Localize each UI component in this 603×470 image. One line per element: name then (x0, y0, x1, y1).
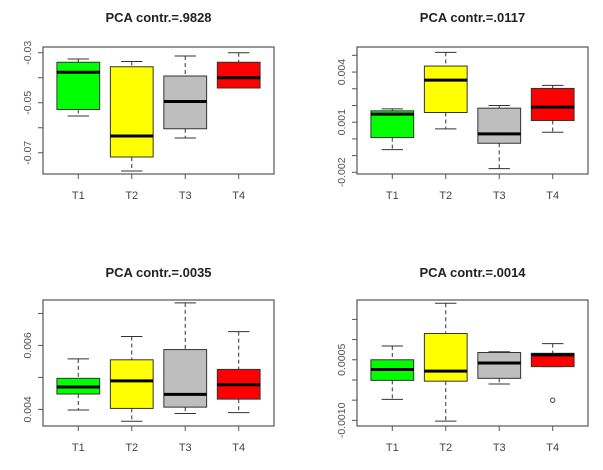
x-tick-label: T1 (386, 442, 399, 454)
x-tick-label: T3 (179, 190, 192, 202)
box-T3 (477, 104, 522, 170)
x-tick-label: T4 (232, 190, 245, 202)
panel-title: PCA contr.=.0035 (105, 265, 211, 280)
x-tick-label: T1 (72, 190, 85, 202)
x-tick-label: T1 (386, 190, 399, 202)
box-iqr (216, 61, 261, 89)
box-T1 (56, 58, 101, 117)
box-T4 (530, 343, 575, 403)
box-iqr (423, 65, 468, 114)
x-tick-label: T4 (232, 442, 245, 454)
y-tick-label: 0.001 (336, 109, 348, 135)
box-iqr (477, 107, 522, 144)
box-T2 (423, 302, 468, 422)
box-iqr (163, 349, 208, 408)
box-T1 (56, 358, 101, 411)
plot-frame (42, 46, 275, 175)
panel-title: PCA contr.=.9828 (105, 10, 211, 25)
box-iqr (56, 61, 101, 110)
panel-title: PCA contr.=.0117 (420, 10, 525, 25)
box-T2 (109, 335, 154, 422)
box-iqr (530, 87, 575, 122)
box-T3 (163, 302, 208, 415)
outlier-point (550, 397, 556, 403)
box-T4 (216, 331, 261, 414)
box-T1 (370, 108, 415, 151)
y-tick-label: -0.002 (336, 157, 348, 187)
x-tick-label: T4 (546, 190, 559, 202)
box-T2 (423, 51, 468, 130)
box-iqr (530, 352, 575, 368)
x-tick-label: T3 (179, 442, 192, 454)
box-T4 (530, 84, 575, 133)
y-tick-label: -0.07 (22, 141, 34, 165)
panel-title: PCA contr.=.0014 (419, 265, 526, 280)
y-tick-label: 0.0005 (336, 344, 348, 376)
x-tick-label: T2 (439, 190, 452, 202)
y-tick-label: 0.006 (22, 332, 34, 358)
x-tick-label: T4 (546, 442, 559, 454)
x-tick-label: T2 (125, 442, 138, 454)
y-tick-label: 0.004 (336, 59, 348, 85)
box-T2 (109, 61, 154, 172)
x-tick-label: T2 (439, 442, 452, 454)
plot-frame (356, 299, 589, 427)
plot-frame (356, 46, 589, 175)
box-iqr (423, 333, 468, 382)
panel-2: PCA contr.=.0117 -0.002 0.001 0.004 T1 T2 T3 T… (336, 10, 589, 202)
box-T3 (477, 351, 522, 385)
box-iqr (109, 66, 154, 158)
x-tick-label: T1 (72, 442, 85, 454)
y-tick-label: -0.03 (22, 41, 34, 65)
x-tick-label: T2 (125, 190, 138, 202)
panel-1: PCA contr.=.9828 -0.07 -0.05 -0.03 T1 T2 T3 T4 (22, 10, 275, 202)
panel-4: PCA contr.=.0014 -0.0010 0.0005 T1 T2 T3 T4 (336, 265, 589, 454)
box-iqr (477, 352, 522, 379)
y-tick-label: 0.004 (22, 396, 34, 422)
y-tick-label: -0.0010 (336, 402, 348, 438)
y-tick-label: -0.05 (22, 91, 34, 115)
plot-frame (42, 299, 275, 427)
x-tick-label: T3 (493, 442, 506, 454)
box-T4 (216, 52, 261, 89)
box-iqr (109, 359, 154, 409)
panel-3: PCA contr.=.0035 0.004 0.006 T1 T2 T3 T4 (22, 265, 275, 454)
box-T1 (370, 345, 415, 400)
box-T3 (163, 55, 208, 139)
x-tick-label: T3 (493, 190, 506, 202)
